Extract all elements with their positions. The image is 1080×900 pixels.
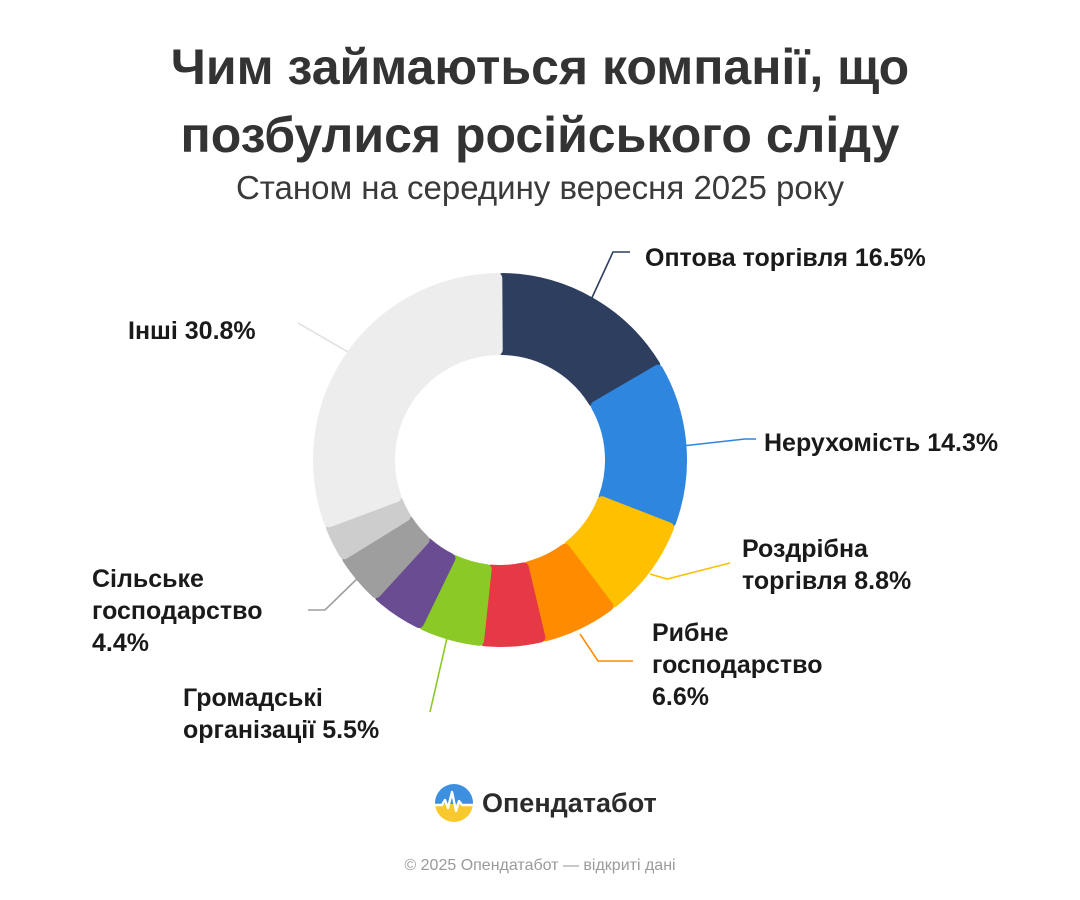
chart-title-line-1: Чим займаються компанії, що: [170, 39, 910, 95]
slice-label-10: Інші 30.8%: [128, 317, 256, 345]
donut-slice-5[interactable]: [479, 562, 546, 647]
donut-slice-4[interactable]: [523, 543, 614, 642]
donut-slice-2[interactable]: [590, 364, 687, 528]
slice-label-6-line-1: Громадські: [183, 684, 323, 712]
donut-slice-1[interactable]: [497, 273, 661, 408]
slice-label-4-line-3: 6.6%: [652, 683, 709, 711]
leader-line-4: [579, 633, 633, 662]
leader-line-8: [308, 573, 363, 611]
chart-subtitle: Станом на середину вересня 2025 року: [235, 169, 845, 206]
opendatabot-logo-icon: [435, 784, 473, 822]
slice-label-1: Оптова торгівля 16.5%: [645, 244, 926, 272]
leader-line-1: [589, 251, 630, 303]
slice-label-2: Нерухомість 14.3%: [764, 429, 998, 457]
slice-label-10-line-1: Інші 30.8%: [128, 317, 256, 345]
leader-line-3: [649, 562, 731, 580]
donut-slice-6[interactable]: [418, 555, 492, 646]
slice-label-6: Громадські організації 5.5%: [183, 684, 379, 744]
slice-label-4-line-2: господарство: [652, 651, 822, 679]
slice-label-8-line-2: господарство: [92, 597, 262, 625]
slice-label-3: Роздрібна торгівля 8.8%: [742, 535, 911, 595]
leader-line-2: [681, 438, 756, 447]
slice-label-6-line-2: організації 5.5%: [183, 716, 379, 744]
slice-label-4: Рибне господарство 6.6%: [652, 619, 822, 711]
slice-label-2-line-1: Нерухомість 14.3%: [764, 429, 998, 457]
slice-label-8: Сільське господарство 4.4%: [92, 565, 262, 657]
slice-label-3-line-2: торгівля 8.8%: [742, 567, 911, 595]
leader-line-10: [297, 322, 349, 353]
slice-label-8-line-3: 4.4%: [92, 629, 149, 657]
slice-label-4-line-1: Рибне: [652, 619, 729, 647]
copyright: © 2025 Опендатабот — відкриті дані: [404, 857, 676, 874]
slice-label-3-line-1: Роздрібна: [742, 535, 869, 563]
brand[interactable]: Опендатабот: [434, 781, 657, 825]
slice-label-8-line-1: Сільське: [92, 565, 204, 593]
leader-line-6: [429, 637, 448, 713]
slice-label-1-line-1: Оптова торгівля 16.5%: [645, 244, 926, 272]
brand-name: Опендатабот: [482, 787, 657, 818]
chart-title-line-2: позбулися російського сліду: [180, 107, 900, 163]
donut-slice-3[interactable]: [563, 496, 675, 608]
donut-slice-10[interactable]: [313, 273, 503, 528]
